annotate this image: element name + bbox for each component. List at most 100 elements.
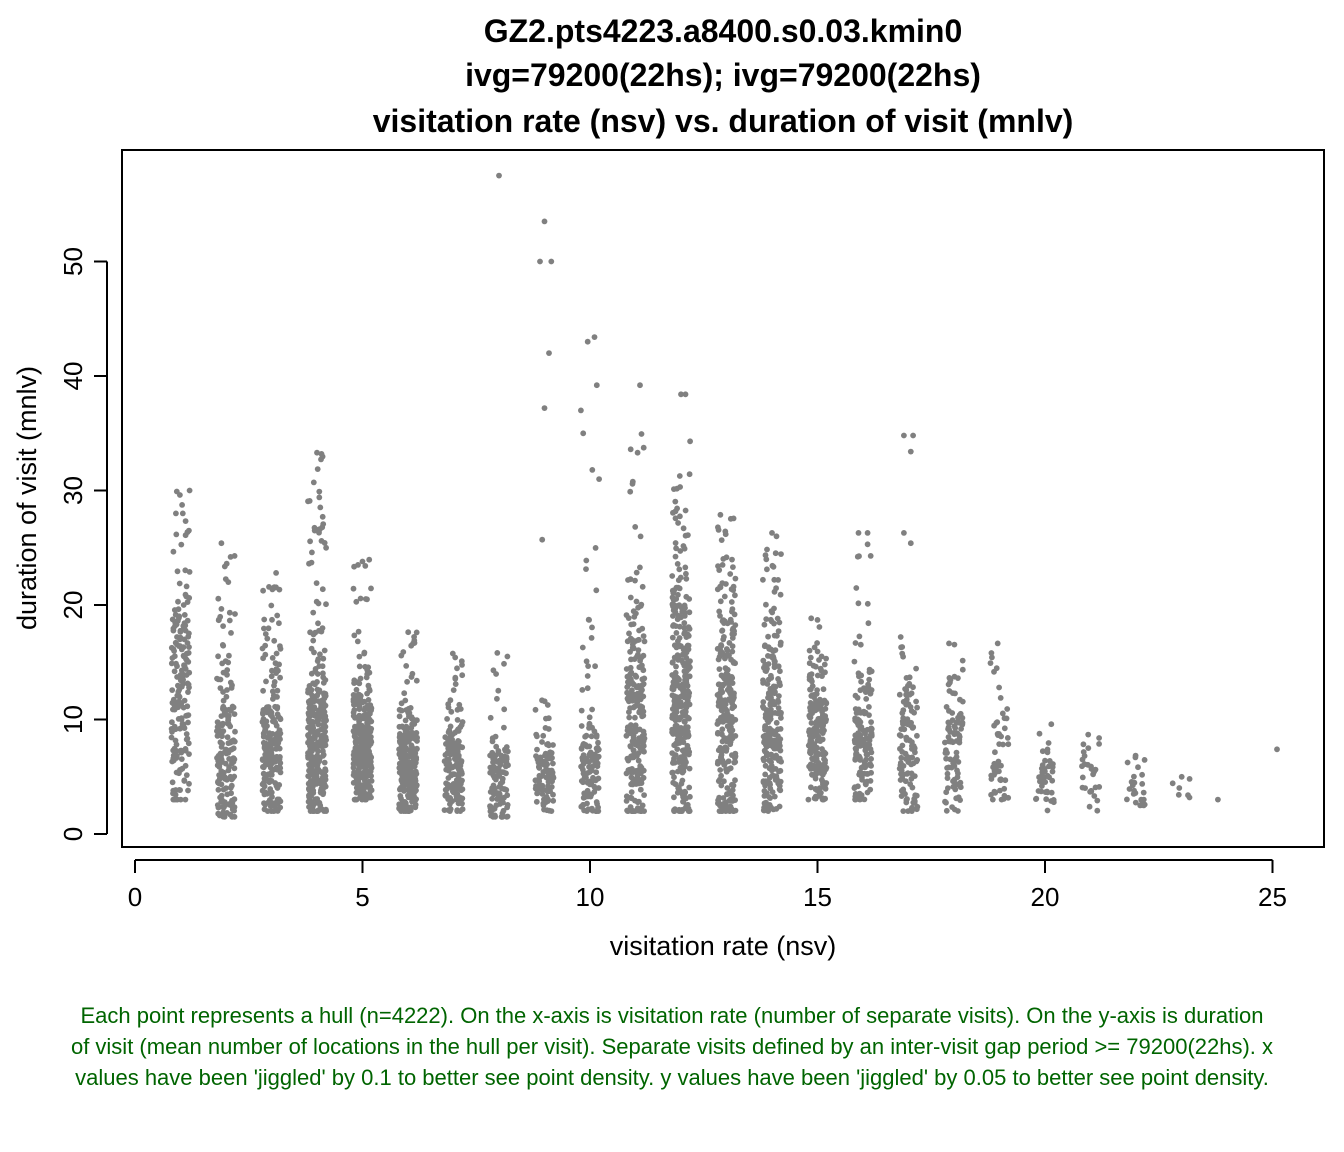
- data-point: [760, 733, 767, 740]
- data-point: [446, 763, 453, 770]
- data-point: [548, 808, 555, 814]
- data-point: [319, 524, 326, 531]
- data-point: [229, 703, 236, 710]
- data-point: [412, 759, 419, 766]
- data-point: [903, 799, 910, 806]
- data-point: [412, 801, 419, 808]
- data-point: [411, 721, 418, 727]
- data-point: [857, 687, 864, 694]
- data-point: [943, 799, 949, 806]
- data-point: [260, 716, 267, 722]
- data-point: [170, 548, 177, 555]
- data-point: [171, 668, 178, 675]
- data-point: [543, 774, 550, 781]
- data-point: [1132, 754, 1139, 761]
- data-point: [214, 733, 221, 739]
- data-point: [772, 683, 779, 690]
- data-point: [777, 682, 783, 689]
- data-point: [588, 791, 595, 798]
- data-point: [731, 628, 737, 634]
- data-point: [722, 697, 729, 703]
- data-point: [404, 678, 410, 685]
- data-point: [854, 694, 861, 701]
- data-point: [637, 657, 643, 664]
- data-point: [817, 697, 824, 704]
- data-point: [407, 705, 414, 711]
- data-point: [315, 807, 322, 813]
- data-point: [627, 648, 633, 655]
- data-point: [539, 536, 546, 543]
- data-point: [1037, 778, 1043, 785]
- data-point: [352, 714, 358, 721]
- data-point: [365, 664, 372, 671]
- data-point: [579, 687, 586, 693]
- data-point: [445, 704, 452, 711]
- data-point: [771, 576, 778, 583]
- data-point: [550, 742, 556, 748]
- data-point: [724, 791, 730, 797]
- data-point: [448, 732, 455, 739]
- data-point: [811, 644, 818, 651]
- data-point: [218, 792, 225, 799]
- data-point: [628, 621, 635, 628]
- data-point: [634, 449, 641, 456]
- data-point: [173, 531, 180, 538]
- data-point: [806, 647, 813, 654]
- data-point: [855, 600, 862, 607]
- data-point: [456, 701, 463, 708]
- data-point: [268, 778, 275, 784]
- data-point: [866, 666, 873, 673]
- data-point: [314, 449, 320, 456]
- data-point: [537, 258, 543, 265]
- data-point: [896, 765, 903, 772]
- data-point: [864, 530, 871, 536]
- data-point: [541, 218, 548, 225]
- data-point: [767, 795, 773, 801]
- data-point: [176, 770, 182, 777]
- data-point: [449, 782, 456, 788]
- data-point: [362, 563, 369, 569]
- data-point: [170, 747, 177, 754]
- data-point: [776, 693, 782, 699]
- data-point: [636, 735, 643, 741]
- data-point: [310, 479, 317, 486]
- data-point: [640, 444, 647, 451]
- data-point: [640, 681, 647, 687]
- data-point: [175, 689, 182, 695]
- data-point: [582, 733, 588, 740]
- data-point: [182, 518, 189, 524]
- data-point: [639, 583, 646, 590]
- data-point: [271, 637, 278, 644]
- data-point: [715, 702, 722, 709]
- data-point: [761, 793, 768, 799]
- data-point: [897, 634, 904, 640]
- data-point: [215, 804, 222, 811]
- data-point: [226, 652, 232, 659]
- data-point: [810, 662, 817, 669]
- data-point: [183, 593, 190, 600]
- data-point: [412, 750, 419, 757]
- data-point: [763, 601, 769, 608]
- data-point: [355, 778, 362, 785]
- data-point: [765, 653, 771, 659]
- data-point: [504, 804, 510, 811]
- data-point: [178, 700, 185, 707]
- chart-title-line-1: GZ2.pts4223.a8400.s0.03.kmin0: [484, 13, 963, 49]
- data-point: [681, 625, 688, 631]
- data-point: [852, 784, 858, 790]
- data-point: [397, 806, 403, 813]
- data-point: [853, 585, 860, 591]
- data-point: [822, 760, 828, 766]
- data-point: [863, 756, 869, 763]
- data-point: [768, 694, 774, 701]
- data-point: [767, 785, 774, 792]
- data-point: [675, 591, 681, 598]
- data-point: [269, 760, 275, 767]
- data-point: [578, 745, 585, 752]
- data-point: [218, 606, 225, 612]
- data-point: [727, 616, 734, 623]
- data-point: [900, 707, 907, 714]
- data-point: [579, 644, 586, 651]
- data-point: [669, 659, 676, 666]
- data-point: [730, 564, 736, 570]
